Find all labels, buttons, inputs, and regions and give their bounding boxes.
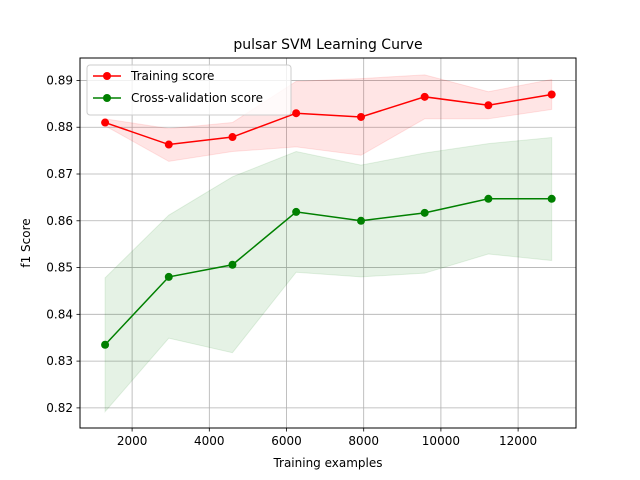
cross-validation-score-point	[228, 260, 237, 269]
y-tick-label: 0.85	[46, 261, 73, 275]
plot-area-background	[80, 58, 576, 428]
cross-validation-score-point	[292, 207, 301, 216]
legend-box	[86, 64, 292, 116]
y-tick-label: 0.86	[46, 214, 73, 228]
variance-bands	[104, 74, 553, 413]
plot-area-frame	[79, 57, 577, 429]
x-tick-label: 4000	[194, 434, 225, 448]
cross-validation-score-band	[104, 136, 553, 413]
x-tick-label: 12000	[499, 434, 537, 448]
cross-validation-score-point	[420, 208, 429, 217]
training-score-point	[357, 112, 366, 121]
cross-validation-score-line	[104, 198, 552, 346]
training-score-point	[228, 133, 237, 142]
y-tick-label: 0.87	[46, 167, 73, 181]
cross-validation-score-point	[547, 194, 556, 203]
training-score-point	[484, 101, 493, 110]
x-axis-ticks: 2000 4000 6000 8000 10000 12000	[117, 428, 537, 448]
legend-label-cross-validation: Cross-validation score	[131, 91, 263, 105]
series-markers	[101, 90, 556, 349]
training-score-point	[547, 90, 556, 99]
grid-lines	[80, 58, 576, 428]
cross-validation-score-point	[101, 340, 110, 349]
training-score-point	[164, 140, 173, 149]
chart-title: pulsar SVM Learning Curve	[233, 37, 422, 53]
y-tick-label: 0.84	[46, 307, 73, 321]
cross-validation-score-point	[164, 272, 173, 281]
training-score-point	[292, 109, 301, 118]
y-tick-label: 0.83	[46, 354, 73, 368]
x-tick-label: 6000	[271, 434, 302, 448]
y-tick-label: 0.88	[46, 120, 73, 134]
training-score-point	[420, 92, 429, 101]
training-score-line	[104, 93, 552, 146]
legend-marker-cross-validation	[103, 94, 111, 102]
legend: Training score Cross-validation score	[86, 64, 292, 116]
series-lines	[104, 93, 552, 346]
legend-marker-training	[103, 72, 111, 80]
y-tick-label: 0.89	[46, 73, 73, 87]
x-axis-label: Training examples	[272, 456, 382, 470]
y-axis-label: f1 Score	[19, 218, 33, 267]
x-tick-label: 2000	[117, 434, 148, 448]
x-tick-label: 8000	[348, 434, 379, 448]
y-tick-label: 0.82	[46, 401, 73, 415]
training-score-point	[101, 118, 110, 127]
cross-validation-score-point	[484, 194, 493, 203]
x-tick-label: 10000	[422, 434, 460, 448]
y-axis-ticks: 0.82 0.83 0.84 0.85 0.86 0.87 0.88 0.89	[46, 73, 80, 415]
cross-validation-score-point	[357, 216, 366, 225]
legend-label-training: Training score	[130, 69, 214, 83]
